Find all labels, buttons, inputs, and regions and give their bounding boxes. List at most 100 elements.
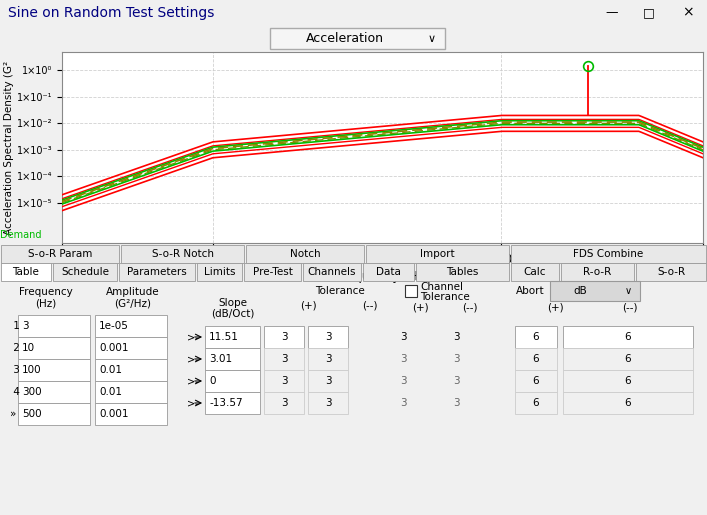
Text: (dB/Oct): (dB/Oct)	[211, 308, 255, 318]
Text: Schedule: Schedule	[61, 267, 109, 277]
Bar	[95, 337, 167, 359]
Text: Abort: Abort	[515, 286, 544, 296]
Bar	[205, 326, 260, 348]
Text: 3: 3	[452, 332, 460, 342]
Text: 300: 300	[22, 387, 42, 397]
Text: 3.01: 3.01	[209, 354, 232, 364]
Text: 3: 3	[452, 376, 460, 386]
Text: R-o-R: R-o-R	[583, 267, 612, 277]
Bar	[18, 381, 90, 403]
Bar	[511, 245, 706, 263]
Text: dB: dB	[573, 286, 587, 296]
Text: Calc: Calc	[524, 267, 547, 277]
Bar	[308, 348, 348, 370]
Bar	[205, 370, 260, 392]
Bar	[121, 245, 244, 263]
Bar	[264, 370, 304, 392]
Text: S-o-R Notch: S-o-R Notch	[151, 249, 214, 259]
Text: 3: 3	[399, 354, 407, 364]
Text: (+): (+)	[547, 302, 563, 312]
Text: Tolerance: Tolerance	[420, 292, 469, 302]
Text: >-: >-	[187, 398, 199, 408]
Text: >-: >-	[187, 376, 199, 386]
Text: 0.01: 0.01	[99, 387, 122, 397]
Text: 3: 3	[22, 321, 28, 331]
Text: Channel: Channel	[420, 282, 463, 292]
Text: Sine on Random Test Settings: Sine on Random Test Settings	[8, 6, 214, 20]
Text: -13.57: -13.57	[209, 398, 243, 408]
Bar	[95, 315, 167, 337]
Text: 11.51: 11.51	[209, 332, 239, 342]
Text: 3: 3	[281, 332, 287, 342]
Bar	[18, 337, 90, 359]
Text: (+): (+)	[411, 302, 428, 312]
Text: Parameters: Parameters	[127, 267, 187, 277]
Text: 6: 6	[532, 332, 539, 342]
Text: (--): (--)	[362, 300, 378, 310]
Bar	[246, 245, 364, 263]
Text: 3: 3	[325, 332, 332, 342]
Text: 3: 3	[281, 398, 287, 408]
Bar	[563, 326, 693, 348]
Text: (--): (--)	[622, 302, 638, 312]
Text: 0.001: 0.001	[99, 343, 129, 353]
Text: >-: >-	[187, 354, 199, 364]
Bar	[1, 245, 119, 263]
X-axis label: Frequency (Hz): Frequency (Hz)	[335, 270, 430, 283]
Text: 0: 0	[209, 376, 216, 386]
Bar	[303, 263, 361, 281]
Bar	[363, 263, 414, 281]
Text: 3: 3	[399, 398, 407, 408]
Bar	[264, 326, 304, 348]
Text: Tolerance: Tolerance	[315, 286, 365, 296]
Bar	[308, 392, 348, 414]
Bar	[511, 263, 559, 281]
Text: 3: 3	[281, 354, 287, 364]
Text: 6: 6	[625, 398, 631, 408]
Bar	[405, 285, 417, 297]
Text: 3: 3	[399, 332, 407, 342]
Text: 2: 2	[10, 343, 20, 353]
Text: Import: Import	[420, 249, 455, 259]
Bar	[119, 263, 195, 281]
Text: 0.01: 0.01	[99, 365, 122, 375]
Bar	[1, 263, 51, 281]
Text: 6: 6	[625, 332, 631, 342]
Bar	[95, 359, 167, 381]
Bar	[18, 359, 90, 381]
Bar	[264, 348, 304, 370]
Text: Amplitude
(G²/Hz): Amplitude (G²/Hz)	[106, 287, 160, 309]
Text: 10: 10	[22, 343, 35, 353]
Bar	[563, 370, 693, 392]
Text: Channels: Channels	[308, 267, 356, 277]
Text: Frequency
(Hz): Frequency (Hz)	[19, 287, 73, 309]
Text: 6: 6	[532, 376, 539, 386]
Text: 3: 3	[325, 354, 332, 364]
Bar	[561, 263, 634, 281]
Text: 0.001: 0.001	[99, 409, 129, 419]
Text: Pre-Test: Pre-Test	[252, 267, 293, 277]
Bar	[244, 263, 301, 281]
Text: 3: 3	[325, 376, 332, 386]
Text: 500: 500	[22, 409, 42, 419]
Text: 6: 6	[625, 376, 631, 386]
Bar	[308, 370, 348, 392]
Text: Limits: Limits	[204, 267, 235, 277]
Text: 6: 6	[625, 354, 631, 364]
Text: ∨: ∨	[428, 33, 436, 43]
Bar	[95, 381, 167, 403]
Text: 100: 100	[22, 365, 42, 375]
Bar	[205, 348, 260, 370]
Text: ×: ×	[682, 6, 694, 20]
Text: »: »	[10, 409, 20, 419]
Text: —: —	[605, 6, 618, 19]
Bar	[515, 392, 557, 414]
FancyBboxPatch shape	[270, 28, 445, 49]
Text: 6: 6	[532, 398, 539, 408]
Bar	[636, 263, 706, 281]
Bar	[95, 403, 167, 425]
Text: (--): (--)	[462, 302, 478, 312]
Text: ∨: ∨	[624, 286, 631, 296]
Bar	[550, 281, 640, 301]
Bar	[308, 326, 348, 348]
